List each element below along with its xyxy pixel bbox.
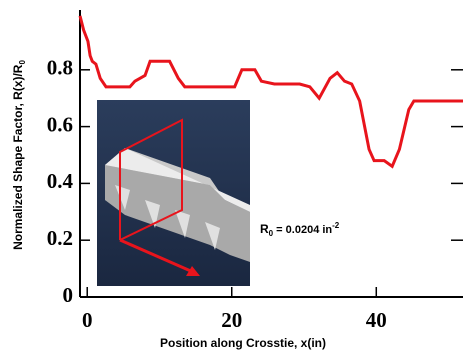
y-tick-label: 0 — [63, 283, 74, 307]
x-axis-title: Position along Crosstie, x(in) — [160, 336, 326, 350]
inset-image — [97, 100, 250, 286]
y-tick-label: 0.6 — [47, 112, 73, 136]
x-tick-label: 40 — [366, 308, 387, 332]
y-tick-label: 0.8 — [47, 56, 73, 80]
annotation: R0 = 0.0204 in-2 — [260, 221, 340, 238]
y-tick-label: 0.4 — [47, 169, 74, 193]
y-tick-label: 0.2 — [47, 226, 73, 250]
x-tick-label: 0 — [82, 308, 93, 332]
chart: Normalized Shape Factor, R(x)/R0 Positio… — [0, 0, 465, 355]
y-axis-title: Normalized Shape Factor, R(x)/R0 — [11, 60, 27, 250]
x-tick-label: 20 — [221, 308, 242, 332]
